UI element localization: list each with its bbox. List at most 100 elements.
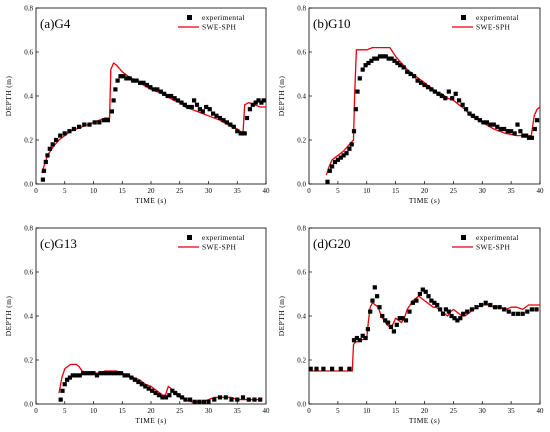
data-point-experimental <box>118 74 123 79</box>
data-point-experimental <box>224 120 229 125</box>
data-point-experimental <box>150 388 155 393</box>
plot-frame <box>35 7 267 185</box>
legend-label-swe-sph: SWE-SPH <box>476 243 510 252</box>
y-tick-label: 0.8 <box>297 225 306 233</box>
data-point-experimental <box>453 91 458 96</box>
data-point-experimental <box>375 56 380 61</box>
legend-label-experimental: experimental <box>476 13 519 22</box>
data-point-experimental <box>127 76 132 81</box>
data-point-experimental <box>67 375 72 380</box>
data-point-experimental <box>231 124 236 129</box>
legend-marker-experimental <box>187 235 192 240</box>
data-point-experimental <box>175 98 181 103</box>
data-point-experimental <box>457 98 462 103</box>
series-markers-experimental <box>58 371 263 404</box>
data-point-experimental <box>50 142 55 147</box>
data-point-experimental <box>347 366 352 371</box>
data-point-experimental <box>188 397 193 402</box>
data-point-experimental <box>41 168 47 173</box>
x-tick-label: 10 <box>90 187 98 195</box>
data-point-experimental <box>113 87 118 92</box>
data-point-experimental <box>488 302 493 308</box>
x-tick-label: 20 <box>148 407 156 415</box>
data-point-experimental <box>207 107 212 112</box>
data-point-experimental <box>119 371 124 376</box>
data-point-experimental <box>467 111 472 116</box>
data-point-experimental <box>363 63 368 68</box>
data-point-experimental <box>443 96 448 101</box>
data-point-experimental <box>124 76 129 81</box>
y-tick-label: 0.6 <box>297 49 306 57</box>
data-point-experimental <box>165 93 170 99</box>
data-point-experimental <box>372 56 377 61</box>
data-point-experimental <box>529 135 534 140</box>
x-axis-label: TIME (s) <box>409 196 440 205</box>
data-point-experimental <box>244 115 250 121</box>
data-point-experimental <box>138 80 143 85</box>
data-point-experimental <box>397 316 402 321</box>
legend-label-experimental: experimental <box>476 233 519 242</box>
x-tick-label: 0 <box>34 407 38 415</box>
data-point-experimental <box>109 109 114 114</box>
y-tick-label: 0.2 <box>24 357 33 365</box>
data-point-experimental <box>250 102 255 107</box>
data-point-experimental <box>173 390 178 396</box>
x-tick-label: 0 <box>307 407 311 415</box>
data-point-experimental <box>439 93 444 99</box>
data-point-experimental <box>330 366 335 371</box>
data-point-experimental <box>449 313 454 319</box>
data-point-experimental <box>189 104 194 110</box>
x-tick-label: 10 <box>363 407 371 415</box>
chart-panel-2: 0 5 10 15 20 25 30 35 40 0.0 0.2 0.4 0.6 0.8 TIME (s) D… <box>277 5 544 206</box>
plot-frame <box>308 227 541 405</box>
data-point-experimental <box>461 311 466 316</box>
data-point-experimental <box>45 153 50 158</box>
panel-label: (a)G4 <box>40 16 71 31</box>
data-point-experimental <box>491 122 496 127</box>
data-point-experimental <box>155 87 160 92</box>
data-point-experimental <box>247 107 252 112</box>
data-point-experimental <box>518 129 523 134</box>
data-point-experimental <box>366 60 371 66</box>
data-point-experimental <box>94 373 100 378</box>
data-point-experimental <box>92 120 97 125</box>
x-tick-label: 20 <box>421 187 429 195</box>
x-tick-label: 30 <box>205 407 213 415</box>
data-point-experimental <box>206 399 211 404</box>
data-point-experimental <box>418 80 424 85</box>
data-point-experimental <box>505 129 510 134</box>
data-point-experimental <box>377 305 382 310</box>
y-tick-label: 0.8 <box>297 5 306 13</box>
data-point-experimental <box>432 89 437 94</box>
data-point-experimental <box>108 371 113 376</box>
data-point-experimental <box>183 397 188 402</box>
data-point-experimental <box>238 131 243 136</box>
data-point-experimental <box>179 100 184 105</box>
data-point-experimental <box>414 298 419 303</box>
data-point-experimental <box>392 58 397 63</box>
data-point-experimental <box>235 397 240 402</box>
data-point-experimental <box>223 395 228 400</box>
data-point-experimental <box>353 107 358 112</box>
data-point-experimental <box>252 397 257 402</box>
y-axis-label: DEPTH (m) <box>4 76 13 117</box>
data-point-experimental <box>355 89 360 94</box>
data-point-experimental <box>192 98 197 103</box>
data-point-experimental <box>43 159 48 165</box>
x-tick-label: 20 <box>148 187 156 195</box>
x-tick-label: 5 <box>336 187 340 195</box>
data-point-experimental <box>67 129 72 134</box>
data-point-experimental <box>70 373 75 378</box>
data-point-experimental <box>520 311 525 316</box>
y-tick-label: 0.0 <box>297 181 306 189</box>
data-point-experimental <box>351 129 357 134</box>
data-point-experimental <box>167 393 172 398</box>
data-point-experimental <box>511 311 516 316</box>
data-point-experimental <box>88 371 93 376</box>
x-tick-label: 35 <box>508 407 516 415</box>
data-point-experimental <box>436 91 441 96</box>
y-tick-label: 0.6 <box>297 269 306 277</box>
y-tick-label: 0.8 <box>24 5 33 13</box>
